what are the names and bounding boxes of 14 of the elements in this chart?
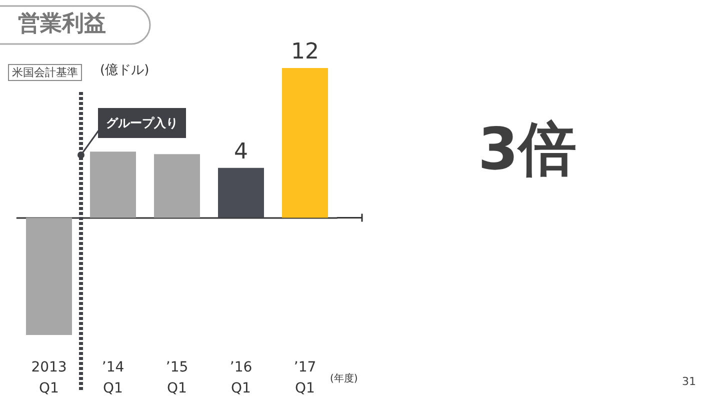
x-tick-label: 2013 Q1 — [31, 360, 67, 396]
annotation: グループ入り — [106, 116, 178, 130]
x-axis-title: (年度) — [330, 372, 358, 384]
x-tick-label: ’14 Q1 — [102, 360, 124, 396]
text: 31 — [682, 375, 696, 388]
text: 3倍 — [478, 115, 576, 183]
x-tick-label: ’15 Q1 — [166, 360, 188, 396]
x-tick-label: ’17 Q1 — [294, 360, 316, 396]
chart-title: 営業利益 — [18, 12, 106, 36]
y-axis-title: (億ドル) — [100, 63, 150, 78]
annotation: 米国会計基準 — [12, 66, 78, 79]
data-label: 12 — [291, 40, 319, 64]
data-label: 4 — [234, 139, 248, 164]
x-tick-label: ’16 Q1 — [230, 360, 252, 396]
